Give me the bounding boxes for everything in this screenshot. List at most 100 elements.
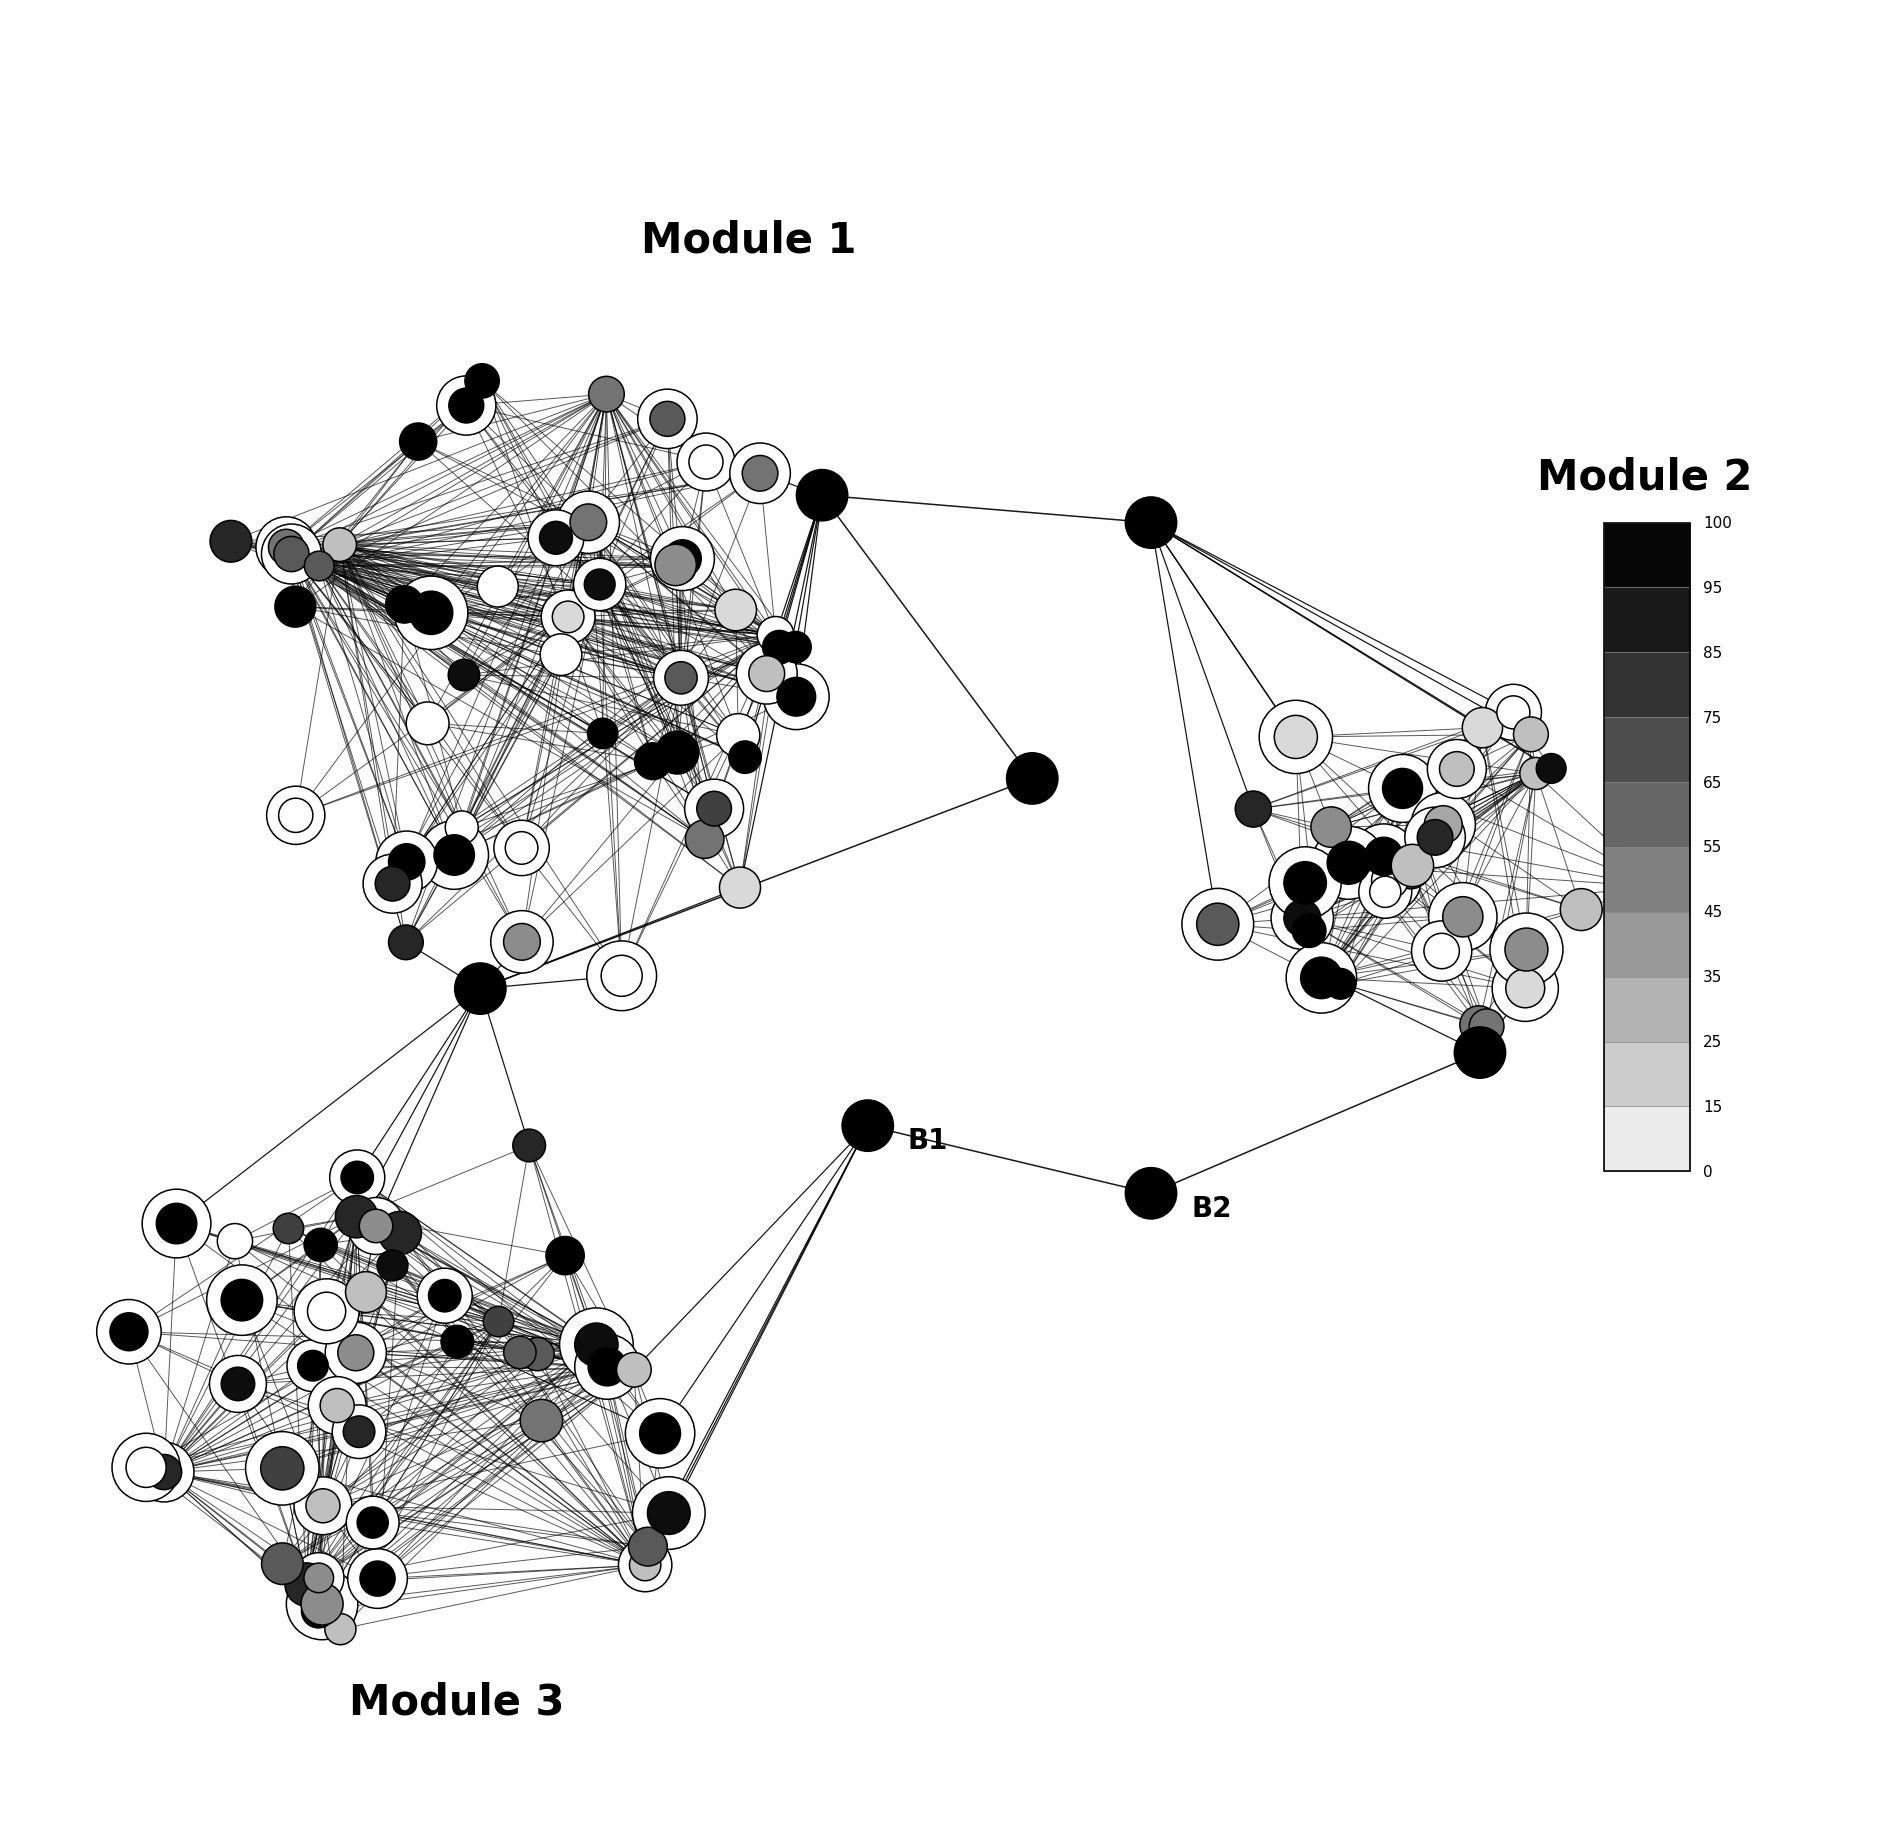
Circle shape (1423, 934, 1459, 969)
Text: Module 1: Module 1 (640, 220, 857, 262)
Circle shape (1469, 1009, 1505, 1044)
Circle shape (1497, 696, 1530, 729)
Circle shape (720, 868, 760, 909)
Circle shape (1197, 903, 1239, 945)
Text: 65: 65 (1702, 775, 1721, 790)
Circle shape (690, 445, 724, 480)
Circle shape (1459, 1006, 1497, 1044)
Circle shape (1284, 863, 1326, 905)
Circle shape (448, 660, 479, 691)
Circle shape (142, 1189, 211, 1259)
Circle shape (1271, 887, 1334, 949)
Circle shape (1292, 914, 1326, 947)
Circle shape (686, 821, 724, 859)
Circle shape (359, 1561, 395, 1596)
Circle shape (490, 911, 553, 973)
Circle shape (323, 529, 357, 562)
Circle shape (211, 520, 253, 562)
Circle shape (1324, 969, 1357, 1000)
Circle shape (308, 1293, 346, 1330)
Circle shape (274, 537, 310, 572)
Circle shape (1507, 969, 1545, 1008)
Circle shape (346, 1497, 399, 1550)
Circle shape (758, 617, 794, 654)
Circle shape (1638, 867, 1680, 909)
Circle shape (1505, 929, 1548, 971)
Circle shape (112, 1433, 180, 1502)
Circle shape (325, 1323, 386, 1383)
Circle shape (429, 1281, 462, 1312)
Circle shape (656, 544, 695, 586)
Circle shape (433, 835, 475, 876)
Circle shape (676, 434, 735, 491)
Circle shape (1182, 889, 1254, 960)
Circle shape (1391, 845, 1434, 887)
Circle shape (585, 570, 616, 601)
Circle shape (665, 663, 697, 694)
Circle shape (306, 1489, 340, 1522)
Circle shape (587, 942, 657, 1011)
Bar (1604, 848, 1691, 912)
Circle shape (1404, 808, 1465, 868)
Circle shape (376, 1251, 408, 1281)
Text: 0: 0 (1702, 1163, 1712, 1180)
Text: 100: 100 (1702, 517, 1731, 531)
Circle shape (441, 1326, 473, 1358)
Circle shape (589, 377, 625, 412)
Circle shape (1125, 1169, 1176, 1218)
Circle shape (1260, 702, 1332, 775)
Circle shape (331, 1150, 386, 1205)
Circle shape (540, 522, 572, 555)
Circle shape (542, 590, 595, 645)
Circle shape (1364, 837, 1402, 876)
Bar (1604, 912, 1691, 976)
Circle shape (1490, 914, 1564, 986)
Circle shape (1520, 758, 1552, 790)
Circle shape (1372, 863, 1408, 900)
Circle shape (386, 586, 424, 623)
Circle shape (1417, 821, 1454, 856)
Circle shape (437, 377, 496, 436)
Circle shape (1007, 753, 1058, 804)
Circle shape (743, 456, 777, 491)
Circle shape (410, 592, 452, 636)
Circle shape (298, 1350, 329, 1381)
Circle shape (1486, 685, 1541, 740)
Circle shape (638, 390, 697, 449)
Circle shape (574, 1334, 640, 1400)
Circle shape (340, 1161, 374, 1194)
Circle shape (650, 528, 714, 592)
Circle shape (395, 577, 467, 650)
Circle shape (332, 1405, 386, 1458)
Text: 85: 85 (1702, 645, 1721, 661)
Circle shape (287, 1339, 338, 1392)
Circle shape (1537, 755, 1566, 784)
Circle shape (399, 423, 437, 462)
Circle shape (633, 1477, 705, 1550)
Circle shape (587, 718, 618, 749)
Circle shape (560, 1308, 633, 1381)
Circle shape (1454, 1028, 1505, 1079)
Circle shape (589, 1348, 627, 1387)
Circle shape (359, 1209, 393, 1244)
Circle shape (97, 1301, 162, 1365)
Circle shape (545, 1237, 583, 1275)
Circle shape (445, 812, 479, 845)
Circle shape (346, 1271, 386, 1314)
Circle shape (540, 634, 581, 676)
Circle shape (304, 1563, 334, 1592)
Circle shape (294, 1279, 359, 1345)
Circle shape (220, 1281, 262, 1321)
Circle shape (125, 1447, 165, 1488)
Circle shape (1358, 850, 1421, 912)
Circle shape (1311, 808, 1351, 848)
Circle shape (513, 1130, 545, 1161)
Circle shape (156, 1204, 198, 1244)
Text: Module 3: Module 3 (350, 1680, 564, 1722)
Circle shape (654, 650, 709, 705)
Circle shape (279, 799, 314, 834)
Circle shape (505, 832, 538, 865)
Circle shape (374, 867, 410, 901)
Circle shape (217, 1224, 253, 1259)
Bar (1604, 976, 1691, 1042)
